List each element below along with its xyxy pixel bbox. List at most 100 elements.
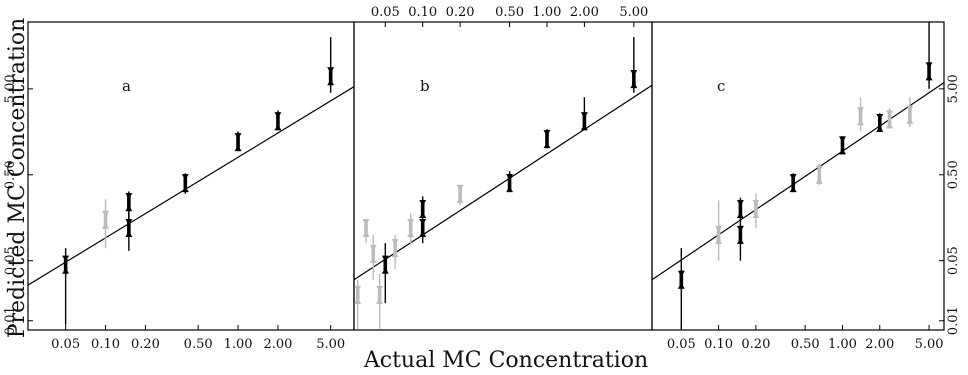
interval-box: [276, 112, 280, 131]
marker-up: [876, 126, 884, 133]
marker-up: [736, 237, 744, 244]
x-tick-label: 0.50: [791, 337, 820, 352]
interval-box: [377, 285, 382, 304]
marker-down: [125, 219, 133, 226]
y-tick-label: 0.05: [946, 246, 961, 275]
panel-c: c0.05 0.10 0.20 0.50 1.00 2.00 5.000.010.050.5…: [651, 21, 961, 352]
y-tick-label: 0.01: [946, 306, 961, 335]
marker-down: [381, 255, 389, 262]
marker-up: [419, 231, 427, 238]
marker-down: [838, 136, 846, 143]
data-point: [234, 131, 242, 152]
marker-up: [630, 82, 638, 89]
marker-down: [456, 184, 464, 191]
marker-down: [906, 105, 914, 112]
data-point: [789, 173, 797, 193]
marker-up: [125, 231, 133, 238]
panel-b: b 0.05 0.10 0.20 0.50 1.00 2.00 5.00: [353, 5, 653, 331]
x-tick-label: 0.10: [704, 337, 733, 352]
marker-down: [234, 133, 242, 140]
interval-box: [127, 193, 131, 212]
plot-area: [652, 22, 944, 330]
y-axis-title: Predicted MC Concentration: [5, 18, 30, 339]
marker-up: [234, 145, 242, 152]
y-tick-label: 0.05: [3, 246, 18, 275]
marker-down: [630, 70, 638, 77]
x-tick-label: 2.00: [865, 337, 894, 352]
interval-box: [716, 225, 721, 244]
x-tick-label: 0.20: [446, 5, 475, 20]
plot-area: [28, 37, 354, 325]
x-tick-label: 0.50: [495, 5, 524, 20]
data-point: [815, 163, 823, 186]
fit-line: [354, 84, 652, 281]
marker-up: [62, 267, 70, 274]
marker-down: [391, 239, 399, 246]
x-tick-label: 5.00: [316, 337, 345, 352]
interval-box: [545, 130, 549, 149]
marker-up: [925, 74, 933, 81]
y-tick-label: 0.01: [3, 306, 18, 335]
marker-down: [376, 285, 384, 292]
x-tick-label: 0.05: [51, 337, 80, 352]
marker-up: [543, 142, 551, 149]
marker-up: [906, 117, 914, 124]
plot-area: [354, 37, 652, 330]
data-point: [391, 234, 399, 270]
interval-box: [738, 199, 743, 218]
interval-box: [927, 62, 931, 81]
x-tick-label: 0.05: [667, 337, 696, 352]
marker-down: [369, 244, 377, 251]
marker-down: [362, 219, 370, 226]
marker-down: [876, 114, 884, 121]
interval-box: [127, 219, 131, 238]
interval-box: [183, 174, 188, 193]
marker-up: [506, 186, 514, 193]
data-point: [736, 219, 744, 261]
data-point: [630, 37, 638, 93]
interval-box: [420, 199, 425, 218]
marker-up: [376, 297, 384, 304]
interval-box: [408, 219, 413, 238]
marker-down: [102, 210, 110, 217]
marker-up: [886, 122, 894, 129]
marker-up: [857, 119, 865, 126]
data-point: [506, 171, 514, 193]
marker-down: [815, 165, 823, 172]
marker-down: [886, 110, 894, 117]
data-point: [736, 197, 744, 223]
data-point: [419, 196, 427, 223]
interval-box: [328, 67, 333, 86]
interval-box: [679, 270, 684, 289]
data-point: [677, 248, 685, 330]
data-point: [407, 212, 415, 244]
interval-box: [355, 285, 360, 304]
data-point: [925, 22, 933, 89]
interval-box: [371, 244, 376, 263]
interval-box: [364, 219, 368, 238]
marker-up: [381, 267, 389, 274]
data-point: [125, 205, 133, 251]
marker-up: [752, 211, 760, 218]
marker-up: [362, 231, 370, 238]
x-tick-label: 0.05: [371, 5, 400, 20]
marker-up: [274, 124, 282, 131]
data-point: [354, 279, 362, 330]
x-tick-label: 1.00: [224, 337, 253, 352]
interval-box: [738, 225, 743, 244]
interval-box: [877, 114, 882, 133]
interval-box: [908, 105, 912, 124]
data-point: [580, 97, 588, 131]
fit-line: [28, 86, 354, 286]
x-tick-label: 1.00: [828, 337, 857, 352]
data-point: [369, 234, 377, 280]
marker-up: [838, 148, 846, 155]
interval-box: [420, 219, 425, 238]
marker-up: [125, 205, 133, 212]
plot-frame: [353, 21, 653, 331]
plot-frame: [27, 21, 355, 331]
x-tick-label: 0.50: [184, 337, 213, 352]
marker-up: [391, 251, 399, 258]
marker-up: [456, 196, 464, 203]
data-point: [752, 193, 760, 229]
